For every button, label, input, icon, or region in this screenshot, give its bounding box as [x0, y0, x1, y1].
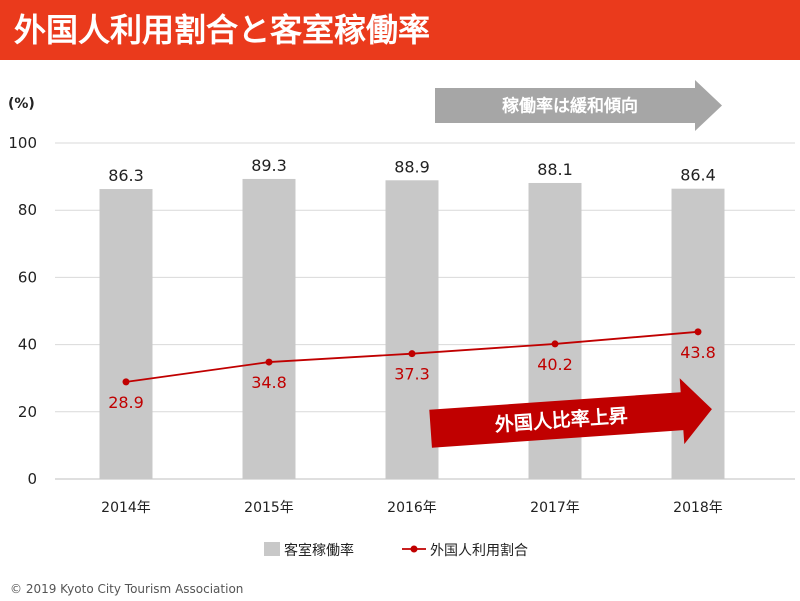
line-point [694, 328, 702, 336]
x-tick-label: 2014年 [101, 500, 151, 516]
gray-arrow-label: 稼働率は緩和傾向 [502, 96, 638, 117]
y-tick-label: 60 [18, 268, 37, 286]
legend-label-line: 外国人利用割合 [430, 542, 528, 559]
line-series [122, 328, 702, 386]
y-tick-label: 20 [18, 403, 37, 421]
legend-swatch-marker [410, 545, 418, 553]
line-point [265, 358, 273, 366]
legend-label-bar: 客室稼働率 [284, 542, 354, 559]
line-value-label: 43.8 [680, 343, 716, 362]
line-value-label: 40.2 [537, 355, 573, 374]
y-tick-label: 0 [27, 470, 37, 488]
line-point [122, 378, 130, 386]
bar [242, 178, 296, 479]
copyright-footer: © 2019 Kyoto City Tourism Association [10, 582, 244, 596]
red-arrow-group: 外国人比率上昇 [429, 378, 712, 448]
red-arrow [429, 378, 712, 448]
bar-value-label: 88.1 [537, 160, 573, 179]
bar [385, 180, 439, 479]
x-tick-label: 2016年 [387, 500, 437, 516]
bar-series [99, 178, 725, 480]
line-value-label: 34.8 [251, 373, 287, 392]
bar-value-label: 86.4 [680, 166, 716, 185]
line-value-label: 28.9 [108, 393, 144, 412]
y-tick-label: 80 [18, 201, 37, 219]
y-unit-label: (%) [8, 96, 35, 112]
line-value-label: 37.3 [394, 365, 430, 384]
x-tick-label: 2015年 [244, 500, 294, 516]
legend: 客室稼働率 外国人利用割合 [264, 542, 528, 559]
page-title: 外国人利用割合と客室稼働率 [14, 11, 431, 49]
x-tick-label: 2017年 [530, 500, 580, 516]
bar-value-label: 89.3 [251, 156, 287, 175]
bar-value-label: 86.3 [108, 166, 144, 185]
title-bar [0, 0, 800, 60]
x-tick-label: 2018年 [673, 500, 723, 516]
line-point [408, 350, 416, 358]
bar-value-label: 88.9 [394, 157, 430, 176]
line-point [551, 340, 559, 348]
labels: (%) 0 20 40 60 80 100 86.3 89.3 88.9 88.1 86.4 2014年… [8, 96, 723, 517]
y-tick-label: 40 [18, 336, 37, 354]
y-tick-label: 100 [8, 134, 37, 152]
annotation-arrows: 外国人比率上昇 [429, 80, 722, 448]
bar [99, 189, 153, 480]
legend-swatch-bar [264, 542, 280, 556]
gray-arrow [435, 80, 722, 131]
